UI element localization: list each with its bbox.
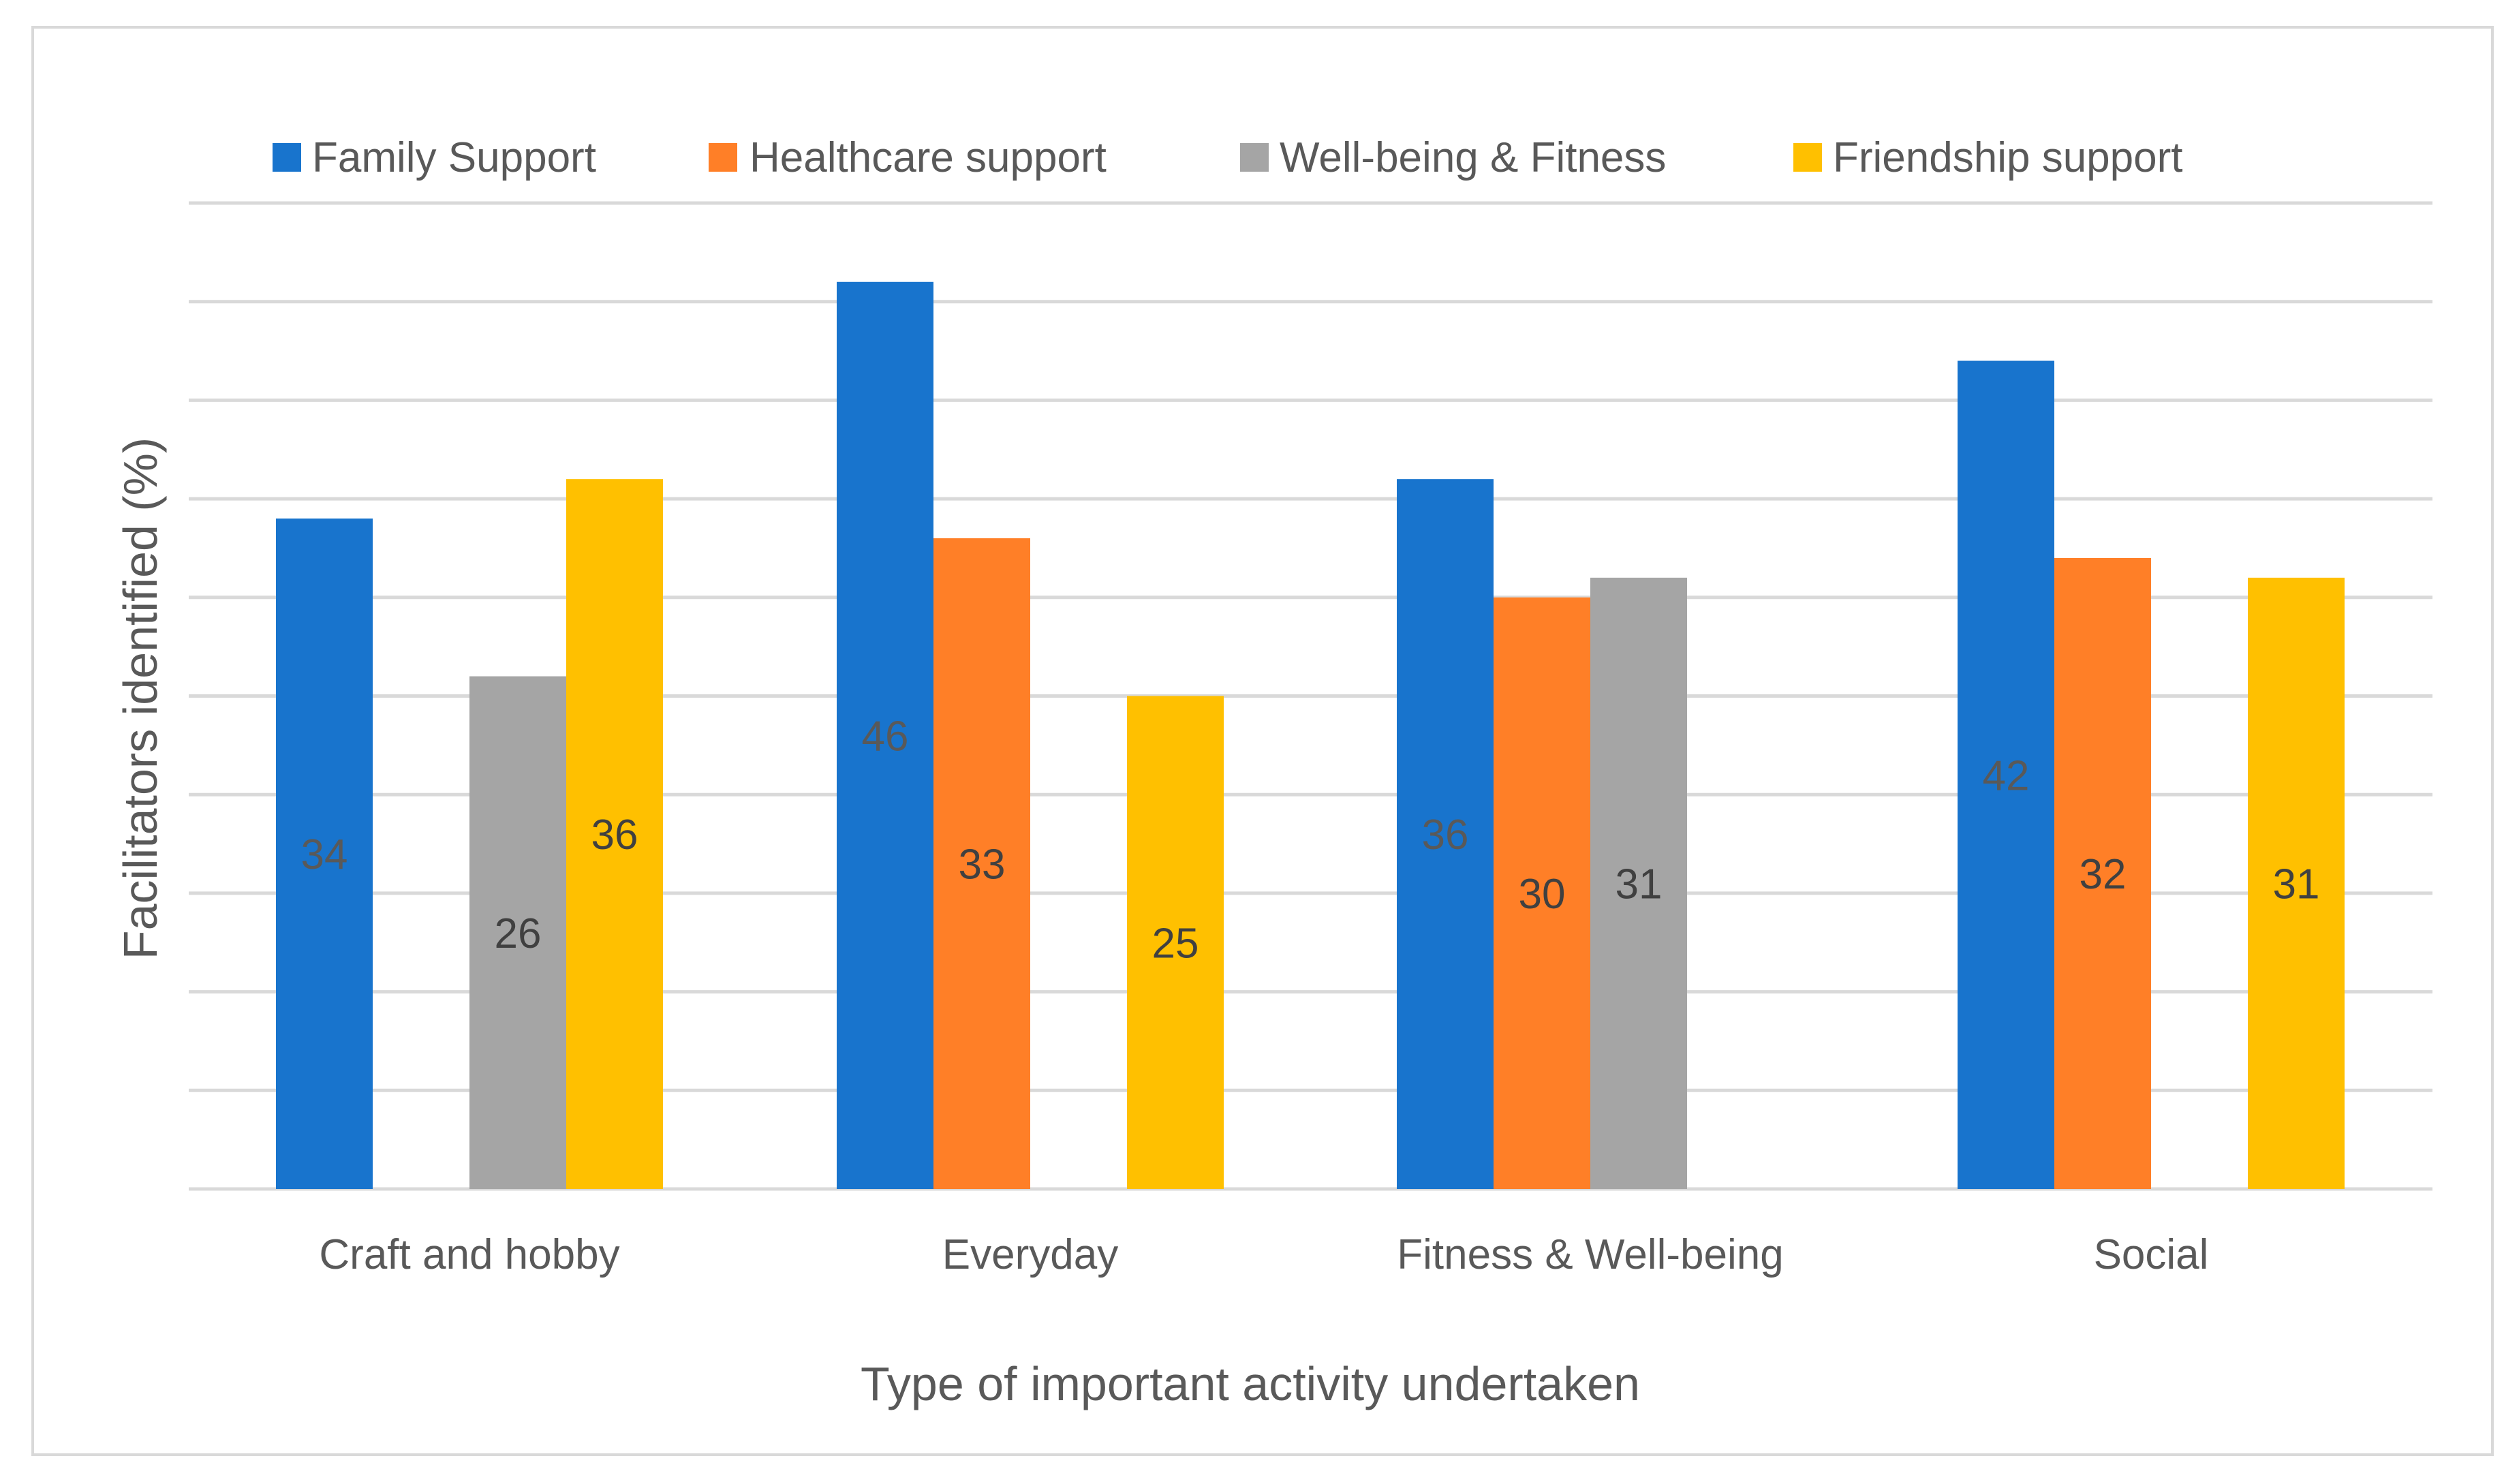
data-label-fitness-well-being-well-being-fitness: 31 (1616, 861, 1663, 908)
bar-social-friendship-support[interactable] (2248, 577, 2345, 1189)
y-axis-title: Facilitators identified (%) (114, 437, 167, 959)
bar-fitness-well-being-healthcare-support[interactable] (1494, 597, 1590, 1189)
category-label-craft-and-hobby: Craft and hobby (319, 1231, 619, 1278)
bar-everyday-family-support[interactable] (837, 281, 933, 1189)
data-label-fitness-well-being-healthcare-support: 30 (1519, 871, 1566, 918)
data-label-social-healthcare-support: 32 (2080, 851, 2127, 898)
legend-label-family-support[interactable]: Family Support (312, 134, 596, 181)
category-label-social: Social (2094, 1231, 2209, 1278)
data-label-everyday-family-support: 46 (862, 713, 909, 760)
legend-label-healthcare-support[interactable]: Healthcare support (749, 134, 1107, 181)
data-label-craft-and-hobby-friendship-support: 36 (591, 811, 638, 859)
bar-craft-and-hobby-family-support[interactable] (276, 519, 373, 1189)
bar-fitness-well-being-well-being-fitness[interactable] (1590, 577, 1687, 1189)
data-label-everyday-friendship-support: 25 (1152, 920, 1199, 967)
x-axis-title: Type of important activity undertaken (861, 1357, 1640, 1410)
legend-label-friendship-support[interactable]: Friendship support (1833, 134, 2183, 181)
bar-fitness-well-being-family-support[interactable] (1397, 479, 1494, 1190)
bar-social-healthcare-support[interactable] (2054, 557, 2151, 1189)
category-labels: Craft and hobby Everyday Fitness & Well-be… (319, 1231, 2208, 1278)
data-label-social-family-support: 42 (1983, 752, 2030, 799)
data-label-craft-and-hobby-family-support: 34 (301, 831, 348, 878)
bar-social-family-support[interactable] (1958, 360, 2054, 1189)
legend[interactable]: Family Support Healthcare support Well-bei… (273, 134, 2183, 181)
category-label-fitness-well-being: Fitness & Well-being (1397, 1231, 1783, 1278)
legend-label-well-being-fitness[interactable]: Well-being & Fitness (1280, 134, 1666, 181)
bar-everyday-healthcare-support[interactable] (933, 538, 1030, 1189)
bar-everyday-friendship-support[interactable] (1127, 696, 1224, 1190)
category-label-everyday: Everyday (942, 1231, 1118, 1278)
legend-swatch-family-support (273, 143, 301, 172)
legend-swatch-healthcare-support (709, 143, 737, 172)
data-label-everyday-healthcare-support: 33 (959, 841, 1006, 888)
bar-craft-and-hobby-friendship-support[interactable] (566, 479, 663, 1190)
legend-swatch-friendship-support (1793, 143, 1822, 172)
data-labels: 34 26 36 46 33 25 36 30 31 42 32 31 (301, 713, 2320, 967)
bar-craft-and-hobby-well-being-fitness[interactable] (469, 676, 566, 1189)
data-label-craft-and-hobby-well-being-fitness: 26 (495, 910, 542, 957)
legend-swatch-well-being-fitness (1240, 143, 1269, 172)
data-label-social-friendship-support: 31 (2273, 861, 2320, 908)
bars (276, 281, 2345, 1190)
data-label-fitness-well-being-family-support: 36 (1422, 811, 1469, 859)
